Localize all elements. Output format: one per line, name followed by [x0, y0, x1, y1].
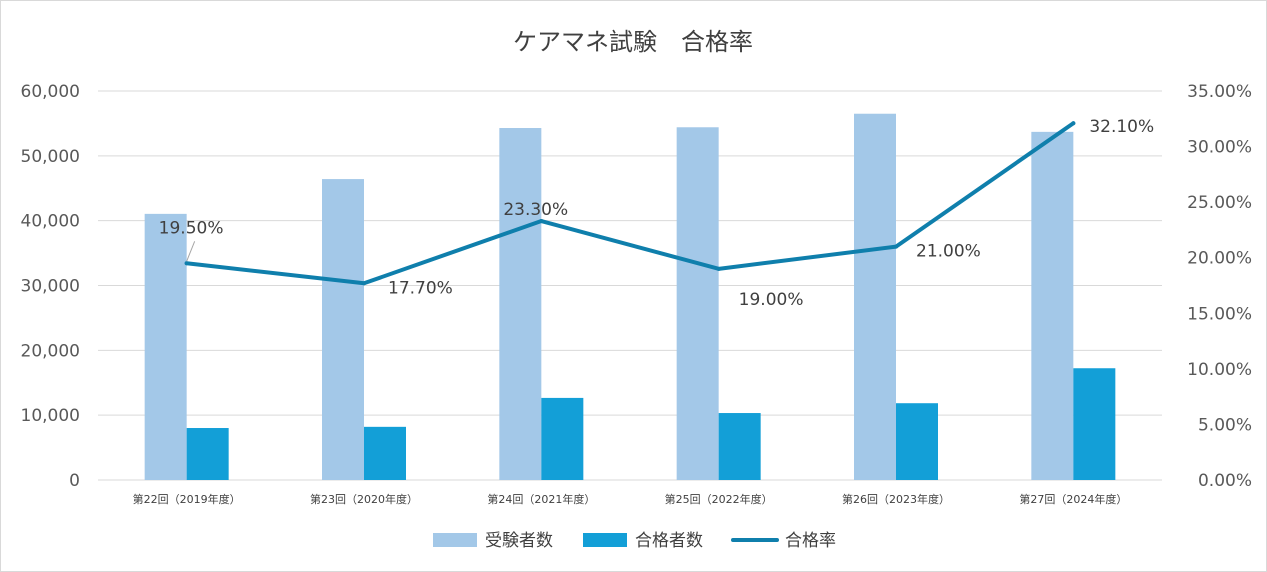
data-labels: 19.50% 17.70% 23.30% 19.00% 21.00% 32.10% [159, 117, 1154, 310]
rate-data-label: 21.00% [916, 242, 981, 262]
left-tick-label: 30,000 [21, 277, 80, 297]
left-axis-ticks: 0 10,000 20,000 30,000 40,000 50,000 60,000 [21, 82, 80, 491]
rate-point [539, 219, 544, 224]
legend-label: 合格率 [785, 531, 836, 551]
right-tick-label: 10.00% [1187, 360, 1252, 380]
bar-合格者数 [718, 413, 761, 480]
chart-title: ケアマネ試験 合格率 [513, 28, 753, 56]
rate-data-label: 19.50% [159, 218, 224, 238]
left-tick-label: 60,000 [21, 82, 80, 102]
rate-data-label: 23.30% [503, 200, 568, 220]
legend-label: 受験者数 [485, 531, 553, 551]
rate-point [716, 266, 721, 271]
category-label: 第25回（2022年度） [665, 492, 773, 506]
right-tick-label: 35.00% [1187, 82, 1252, 102]
bar-合格者数 [1073, 368, 1116, 480]
bar-合格者数 [186, 428, 229, 480]
category-label: 第24回（2021年度） [487, 492, 595, 506]
right-tick-label: 0.00% [1198, 471, 1252, 491]
rate-data-label: 17.70% [388, 278, 453, 298]
legend: 受験者数 合格者数 合格率 [433, 531, 836, 551]
category-label: 第22回（2019年度） [133, 492, 241, 506]
rate-point [894, 244, 898, 249]
category-label: 第23回（2020年度） [310, 492, 418, 506]
right-tick-label: 30.00% [1187, 138, 1252, 158]
category-label: 第26回（2023年度） [842, 492, 950, 506]
category-label: 第27回（2024年度） [1019, 492, 1127, 506]
rate-point [184, 261, 189, 266]
gridlines [98, 90, 1162, 481]
right-tick-label: 20.00% [1187, 249, 1252, 269]
rate-data-label: 19.00% [739, 290, 804, 310]
category-labels: 第22回（2019年度） 第23回（2020年度） 第24回（2021年度） 第25回… [133, 492, 1128, 506]
left-tick-label: 20,000 [21, 341, 80, 361]
left-tick-label: 10,000 [21, 406, 80, 426]
bar-受験者数 [676, 127, 719, 481]
rate-data-label: 32.10% [1089, 117, 1154, 137]
bars [144, 113, 1116, 481]
legend-swatch-合格者数 [583, 533, 627, 547]
bar-受験者数 [499, 128, 542, 480]
bar-合格者数 [364, 426, 406, 480]
bar-合格者数 [896, 403, 938, 480]
right-axis-ticks: 0.00% 5.00% 10.00% 15.00% 20.00% 25.00% 30.00%… [1187, 82, 1252, 491]
left-tick-label: 50,000 [21, 147, 80, 167]
right-tick-label: 15.00% [1187, 304, 1252, 324]
bar-合格者数 [541, 397, 584, 480]
right-tick-label: 5.00% [1198, 415, 1252, 435]
bar-受験者数 [1031, 131, 1074, 480]
rate-point [362, 281, 366, 286]
rate-point [1071, 121, 1076, 126]
legend-label: 合格者数 [635, 531, 703, 551]
bar-受験者数 [854, 113, 896, 481]
left-tick-label: 40,000 [21, 212, 80, 232]
left-tick-label: 0 [69, 471, 80, 491]
right-tick-label: 25.00% [1187, 193, 1252, 213]
rate-line-path [184, 121, 1076, 286]
label-leader-line [186, 241, 196, 262]
bar-受験者数 [322, 179, 364, 480]
legend-swatch-受験者数 [433, 533, 477, 547]
bar-受験者数 [144, 213, 187, 480]
rate-line [184, 121, 1076, 286]
